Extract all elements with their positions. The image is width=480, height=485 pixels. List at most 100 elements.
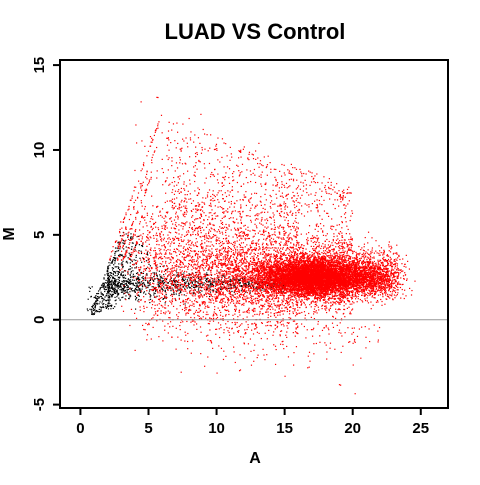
red-point [157, 267, 158, 268]
red-point [207, 196, 208, 197]
red-point [190, 250, 191, 251]
red-point [346, 226, 347, 227]
red-point [141, 202, 142, 203]
black-point [100, 311, 101, 312]
black-point [97, 311, 98, 312]
red-point [175, 270, 176, 271]
black-point [176, 293, 177, 294]
black-point [138, 250, 139, 251]
red-point [148, 183, 149, 184]
black-point [95, 303, 96, 304]
red-point [257, 298, 258, 299]
black-point [153, 272, 154, 273]
red-point [132, 238, 133, 239]
red-point [147, 280, 148, 281]
red-point [330, 253, 331, 254]
red-point [180, 245, 181, 246]
red-point [134, 187, 135, 188]
red-point [183, 226, 184, 227]
black-point [97, 303, 98, 304]
black-point [121, 273, 122, 274]
red-point [253, 243, 254, 244]
red-point [344, 264, 345, 265]
red-point [283, 324, 284, 325]
black-point [131, 267, 132, 268]
red-point [162, 294, 163, 295]
red-point [161, 245, 162, 246]
black-point [93, 305, 94, 306]
black-point [107, 278, 108, 279]
red-point [131, 228, 132, 229]
red-point [234, 245, 235, 246]
red-point [171, 227, 172, 228]
black-point [139, 244, 140, 245]
red-point [168, 310, 169, 311]
red-point [236, 234, 237, 235]
red-point [242, 274, 243, 275]
red-point [367, 292, 368, 293]
black-point [137, 281, 138, 282]
black-point [94, 302, 95, 303]
red-point [373, 297, 374, 298]
red-point [155, 227, 156, 228]
black-point [162, 278, 163, 279]
red-point [202, 265, 203, 266]
black-point [135, 249, 136, 250]
red-point [132, 196, 133, 197]
red-point [224, 278, 225, 279]
red-point [197, 241, 198, 242]
red-point [240, 280, 241, 281]
red-point [271, 325, 272, 326]
black-point [128, 283, 129, 284]
black-point [91, 309, 92, 310]
red-point [172, 182, 173, 183]
red-point [171, 270, 172, 271]
red-point [333, 239, 334, 240]
red-point [404, 298, 405, 299]
black-point [110, 277, 111, 278]
red-point [239, 292, 240, 293]
black-point [267, 285, 268, 286]
black-point [92, 286, 93, 287]
red-point [180, 225, 181, 226]
red-point [247, 182, 248, 183]
red-point [262, 349, 263, 350]
black-point [196, 286, 197, 287]
red-point [397, 263, 398, 264]
red-point [237, 222, 238, 223]
red-point [283, 245, 284, 246]
red-point [222, 294, 223, 295]
red-point [123, 258, 124, 259]
red-point [352, 253, 353, 254]
red-point [244, 259, 245, 260]
red-point [151, 160, 152, 161]
red-point [344, 247, 345, 248]
black-point [99, 301, 100, 302]
red-point [218, 259, 219, 260]
red-point [145, 278, 146, 279]
red-point [228, 261, 229, 262]
red-point [202, 253, 203, 254]
red-point [258, 285, 259, 286]
red-point [366, 294, 367, 295]
red-point [147, 234, 148, 235]
black-point [177, 284, 178, 285]
black-point [119, 248, 120, 249]
black-point [202, 285, 203, 286]
red-point [158, 121, 159, 122]
black-point [113, 278, 114, 279]
red-point [206, 250, 207, 251]
black-point [118, 274, 119, 275]
red-point [279, 233, 280, 234]
red-point [349, 233, 350, 234]
red-point [296, 200, 297, 201]
red-point [351, 304, 352, 305]
black-point [144, 291, 145, 292]
red-point [207, 307, 208, 308]
red-point [123, 246, 124, 247]
red-point [320, 254, 321, 255]
black-point [123, 288, 124, 289]
black-point [136, 289, 137, 290]
black-point [193, 284, 194, 285]
red-point [231, 265, 232, 266]
